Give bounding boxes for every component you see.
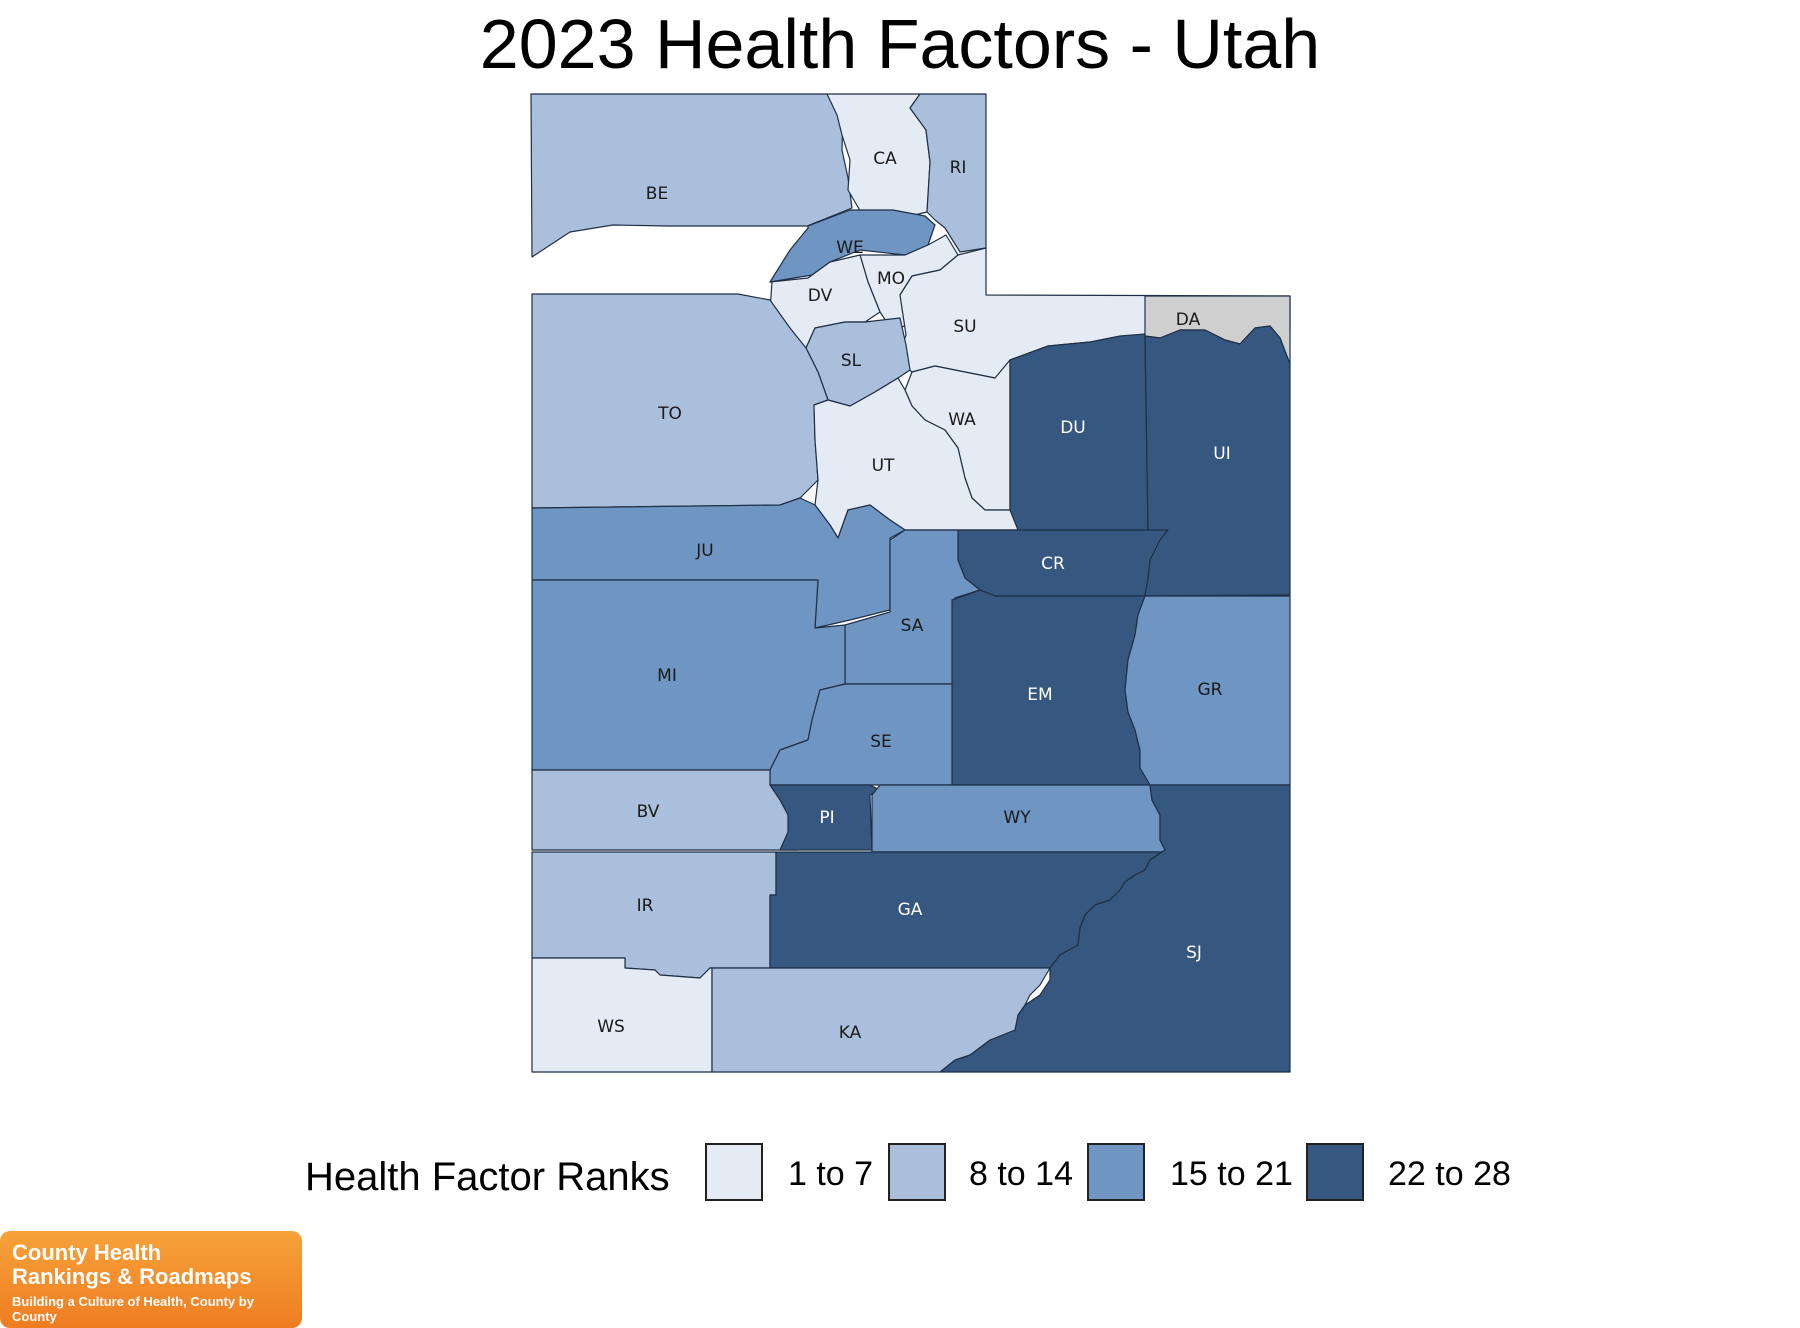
county-label-du: DU (1060, 418, 1086, 438)
legend: Health Factor Ranks 1 to 7 8 to 14 15 to… (0, 1140, 1800, 1220)
county-ws[interactable] (531, 957, 713, 1073)
county-se[interactable] (769, 683, 953, 786)
county-label-pi: PI (819, 808, 834, 828)
logo-line1: County Health (12, 1240, 162, 1265)
county-label-gr: GR (1198, 680, 1223, 700)
county-label-wa: WA (948, 410, 976, 430)
county-mi[interactable] (531, 579, 846, 771)
county-label-da: DA (1176, 310, 1201, 330)
county-to[interactable] (531, 293, 829, 509)
county-du[interactable] (1009, 333, 1149, 531)
county-label-ri: RI (950, 158, 967, 178)
legend-swatch-3 (1087, 1143, 1145, 1201)
county-label-su: SU (953, 317, 976, 337)
county-label-cr: CR (1041, 554, 1065, 574)
legend-label-2: 8 to 14 (969, 1155, 1073, 1193)
county-label-wy: WY (1003, 808, 1031, 828)
county-label-to: TO (657, 404, 682, 424)
county-label-ga: GA (898, 900, 923, 920)
county-label-ui: UI (1213, 444, 1230, 464)
county-label-ju: JU (695, 541, 713, 561)
legend-label-3: 15 to 21 (1170, 1155, 1293, 1193)
county-label-ut: UT (872, 456, 895, 476)
county-label-sa: SA (901, 616, 924, 636)
legend-label-4: 22 to 28 (1388, 1155, 1511, 1193)
county-label-dv: DV (808, 286, 833, 306)
county-label-ir: IR (637, 896, 654, 916)
county-health-rankings-logo: County Health Rankings & Roadmaps Buildi… (0, 1231, 302, 1328)
county-label-ws: WS (597, 1017, 625, 1037)
county-label-em: EM (1027, 685, 1052, 705)
utah-county-map: BE CA RI WE MO DV SU DA SL TO WA UT DU UI JU CR SA MI EM GR… (530, 93, 1291, 1073)
county-label-ka: KA (839, 1023, 862, 1043)
county-label-sl: SL (841, 351, 862, 371)
legend-swatch-1 (705, 1143, 763, 1201)
legend-label-1: 1 to 7 (788, 1155, 874, 1193)
county-label-we: WE (836, 238, 864, 258)
county-label-bv: BV (637, 802, 660, 822)
county-label-ca: CA (873, 149, 897, 169)
legend-swatch-2 (888, 1143, 946, 1201)
county-ri[interactable] (909, 93, 987, 253)
county-bv[interactable] (531, 769, 801, 851)
county-label-mi: MI (657, 666, 677, 686)
legend-swatch-4 (1306, 1143, 1364, 1201)
logo-line2: Rankings & Roadmaps (12, 1264, 252, 1289)
county-label-mo: MO (877, 269, 905, 289)
county-pi[interactable] (769, 784, 881, 851)
county-label-se: SE (870, 732, 892, 752)
county-ka[interactable] (711, 967, 1051, 1073)
legend-title: Health Factor Ranks (305, 1155, 670, 1199)
county-label-be: BE (646, 184, 668, 204)
county-label-sj: SJ (1186, 943, 1202, 963)
county-we[interactable] (769, 209, 936, 283)
page-title: 2023 Health Factors - Utah (479, 5, 1321, 83)
